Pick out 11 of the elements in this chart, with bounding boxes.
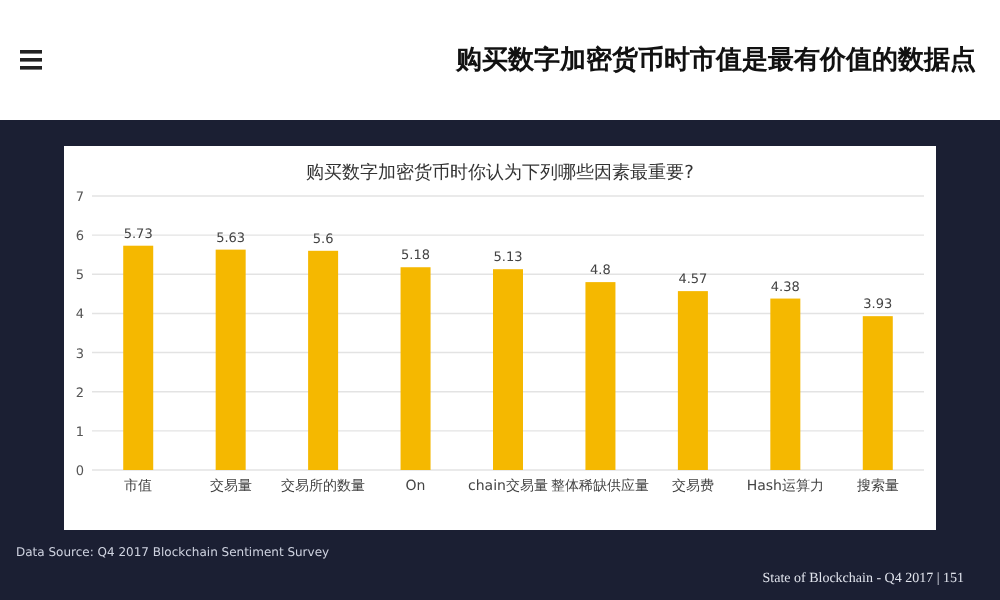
bar (677, 291, 708, 470)
bar (308, 250, 339, 470)
bar (400, 267, 431, 470)
chart-subtitle: 购买数字加密货币时市值是最有价值的数据点 (454, 44, 976, 76)
bar (770, 298, 801, 470)
chart-title: 购买数字加密货币时你认为下列哪些因素最重要? (306, 162, 695, 184)
bar (123, 245, 154, 470)
bar (493, 269, 523, 470)
bar (215, 249, 246, 470)
bar (862, 316, 893, 470)
bar (585, 282, 616, 470)
